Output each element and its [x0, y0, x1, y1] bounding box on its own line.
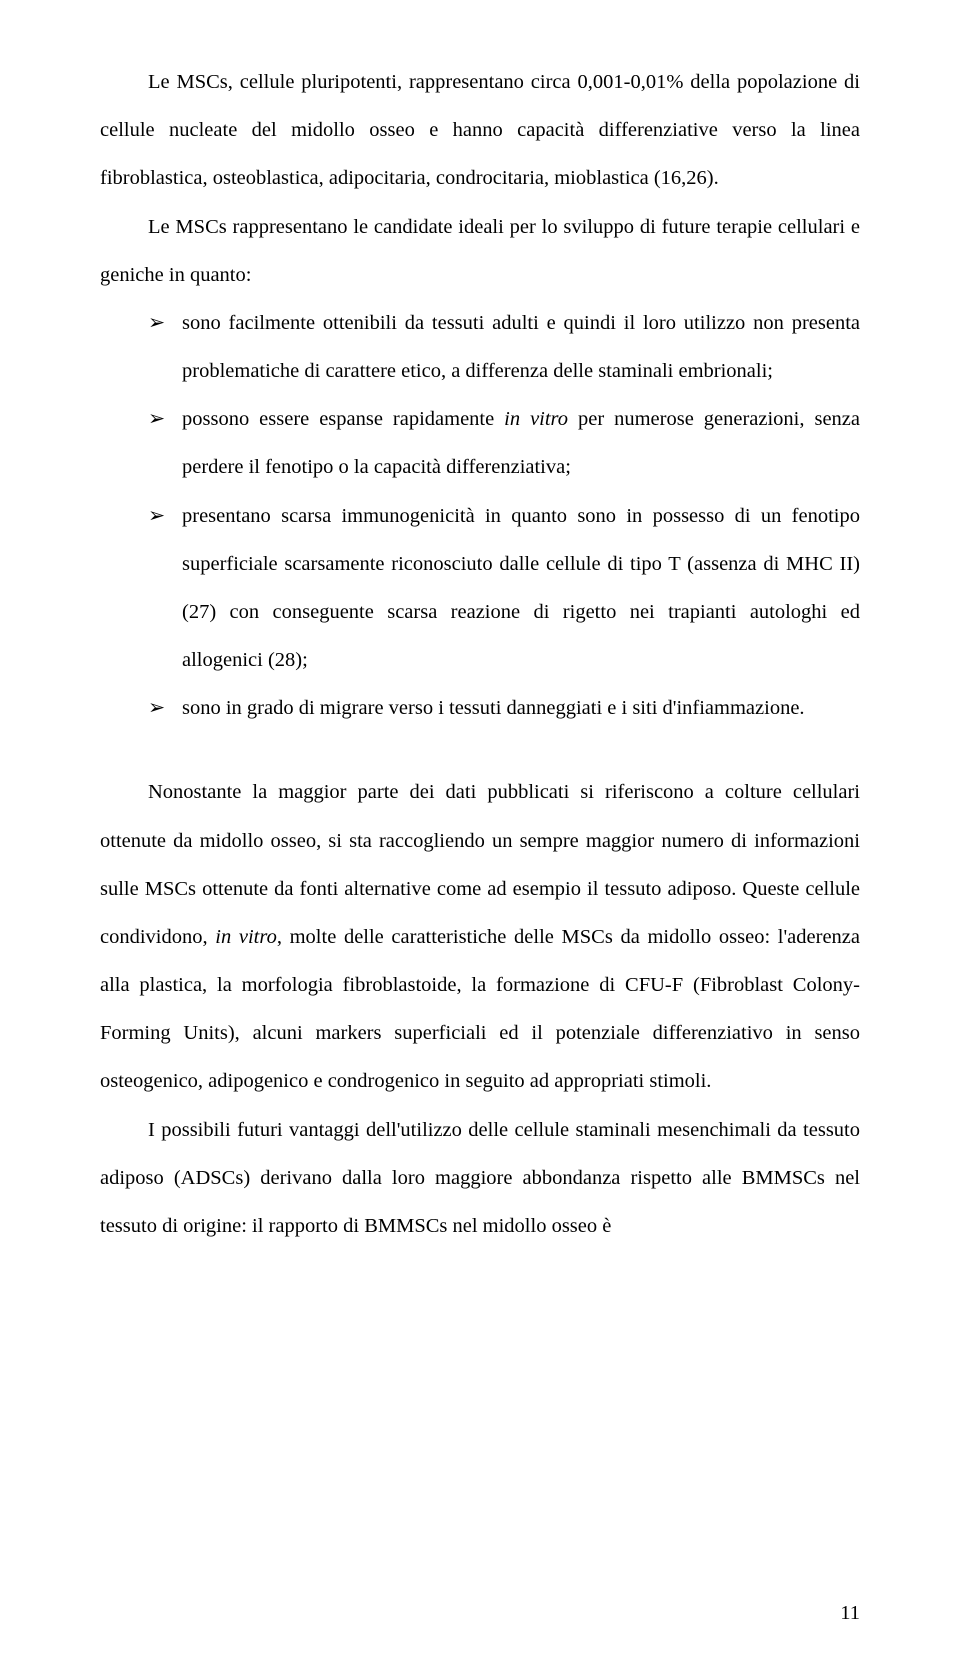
list-item-text: sono in grado di migrare verso i tessuti…	[182, 697, 805, 719]
bullet-list: sono facilmente ottenibili da tessuti ad…	[148, 299, 860, 733]
list-item-italic: in vitro	[504, 408, 568, 430]
list-item-prefix: possono essere espanse rapidamente	[182, 408, 504, 430]
list-item: sono in grado di migrare verso i tessuti…	[148, 684, 860, 732]
paragraph-3: Nonostante la maggior parte dei dati pub…	[100, 768, 860, 1105]
list-item: sono facilmente ottenibili da tessuti ad…	[148, 299, 860, 395]
paragraph-4-text: I possibili futuri vantaggi dell'utilizz…	[100, 1119, 860, 1237]
paragraph-gap	[100, 732, 860, 768]
paragraph-3-suffix: , molte delle caratteristiche delle MSCs…	[100, 926, 860, 1093]
paragraph-3-prefix: Nonostante la maggior parte dei dati pub…	[100, 781, 860, 948]
paragraph-4: I possibili futuri vantaggi dell'utilizz…	[100, 1106, 860, 1251]
list-item: possono essere espanse rapidamente in vi…	[148, 395, 860, 491]
list-item-text: presentano scarsa immunogenicità in quan…	[182, 505, 860, 672]
paragraph-3-italic: in vitro	[215, 926, 277, 948]
page-number: 11	[840, 1589, 860, 1637]
list-item-text: sono facilmente ottenibili da tessuti ad…	[182, 312, 860, 382]
paragraph-2: Le MSCs rappresentano le candidate ideal…	[100, 203, 860, 299]
paragraph-1-text: Le MSCs, cellule pluripotenti, rappresen…	[100, 71, 860, 189]
list-item: presentano scarsa immunogenicità in quan…	[148, 492, 860, 685]
paragraph-2-text: Le MSCs rappresentano le candidate ideal…	[100, 216, 860, 286]
paragraph-1: Le MSCs, cellule pluripotenti, rappresen…	[100, 58, 860, 203]
document-page: Le MSCs, cellule pluripotenti, rappresen…	[0, 0, 960, 1677]
